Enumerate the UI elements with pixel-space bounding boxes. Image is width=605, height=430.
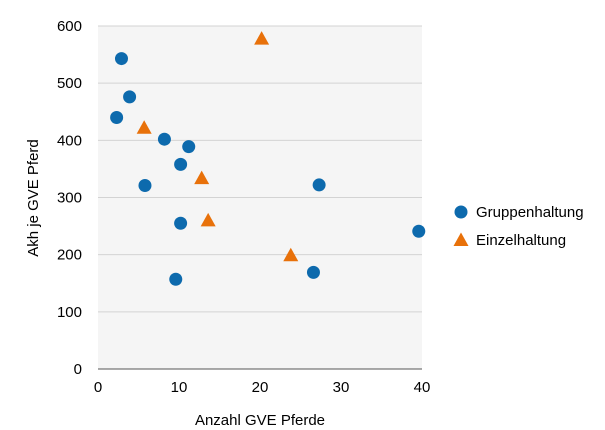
data-point-einzelhaltung — [200, 212, 216, 227]
x-axis-title: Anzahl GVE Pferde — [195, 412, 325, 429]
data-point-einzelhaltung — [136, 120, 152, 134]
y-tick-label: 400 — [57, 132, 82, 149]
data-point-gruppenhaltung — [174, 157, 188, 171]
data-point-gruppenhaltung — [123, 90, 137, 104]
data-point-gruppenhaltung — [182, 140, 196, 154]
data-point-gruppenhaltung — [138, 178, 152, 192]
legend-label: Einzelhaltung — [476, 232, 566, 249]
y-tick-label: 300 — [57, 190, 82, 207]
data-point-gruppenhaltung — [110, 110, 124, 124]
x-tick-label: 30 — [333, 379, 350, 396]
data-points — [110, 31, 426, 286]
data-point-gruppenhaltung — [412, 224, 426, 238]
data-point-einzelhaltung — [254, 31, 270, 45]
data-point-einzelhaltung — [194, 170, 210, 185]
gridlines — [98, 25, 422, 370]
x-tick-label: 40 — [414, 379, 431, 396]
legend-marker-einzelhaltung — [453, 232, 469, 246]
x-tick-label: 10 — [171, 379, 188, 396]
x-tick-label: 20 — [252, 379, 269, 396]
y-tick-label: 100 — [57, 304, 82, 321]
data-point-gruppenhaltung — [174, 216, 188, 230]
data-point-gruppenhaltung — [169, 272, 183, 286]
legend-label: Gruppenhaltung — [476, 204, 584, 221]
data-point-gruppenhaltung — [312, 178, 326, 192]
legend: Gruppenhaltung Einzelhaltung — [453, 204, 584, 249]
y-tick-label: 600 — [57, 18, 82, 35]
data-point-gruppenhaltung — [157, 132, 171, 146]
x-tick-labels: 0 10 20 30 40 — [94, 379, 431, 396]
data-point-einzelhaltung — [283, 247, 299, 262]
y-tick-labels: 0 100 200 300 400 500 600 — [57, 18, 82, 378]
data-point-gruppenhaltung — [306, 265, 320, 279]
y-tick-label: 200 — [57, 247, 82, 264]
y-tick-label: 500 — [57, 75, 82, 92]
x-tick-label: 0 — [94, 379, 102, 396]
y-tick-label: 0 — [74, 361, 82, 378]
y-axis-title: Akh je GVE Pferd — [25, 139, 42, 257]
legend-marker-gruppenhaltung — [454, 205, 468, 219]
data-point-gruppenhaltung — [114, 52, 128, 66]
